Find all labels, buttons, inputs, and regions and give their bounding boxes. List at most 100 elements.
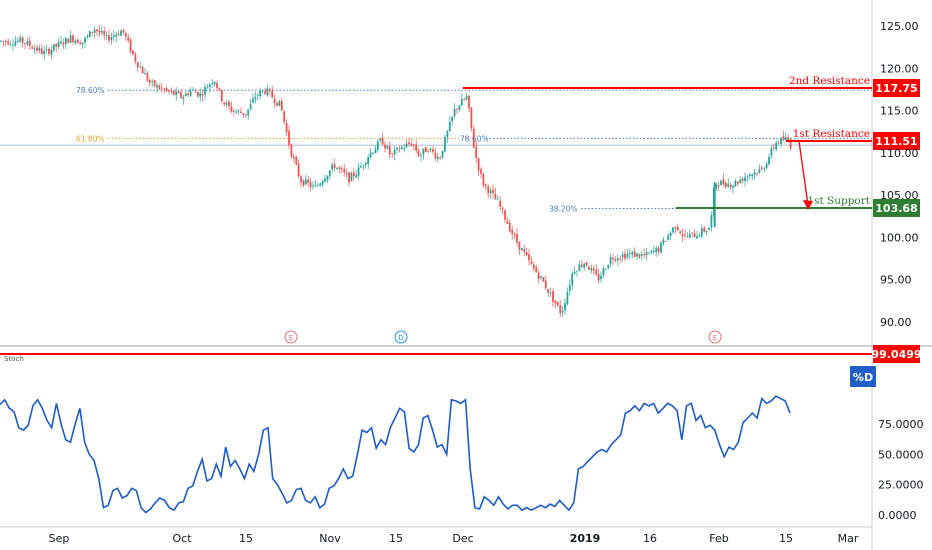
candle-body [367,157,370,164]
candle-body [240,111,242,114]
candle-body [357,167,360,176]
candle-body [292,156,295,159]
candle-body [331,164,334,170]
candle-body [470,107,473,128]
candle [588,264,590,270]
candle [590,264,593,274]
earnings-marker[interactable]: E [708,330,722,344]
candle [429,148,432,153]
candle [672,226,674,235]
candle-body [345,172,348,174]
candle [86,34,89,40]
dividend-marker[interactable]: D [394,330,408,344]
candle-body [463,99,466,101]
candle [331,162,334,173]
candle-body [688,233,691,238]
candle-body [211,83,214,85]
level-price-value: 117.75 [875,82,917,95]
candle-body [780,137,782,145]
candle-body [360,166,362,168]
candle [146,71,149,82]
candle-body [475,146,478,159]
candle [110,32,113,45]
stoch-legend-badge[interactable] [850,366,876,387]
candle-body [770,148,773,156]
candle-body [50,49,53,55]
candle-body [523,248,526,252]
candle [180,90,182,100]
candle [763,166,766,172]
candle-body [302,180,305,186]
candle-body [717,185,720,187]
candle [643,248,646,259]
candle-body [376,141,379,150]
candle-body [554,300,557,304]
candle [237,109,240,115]
candle-body [256,94,259,96]
candle [645,247,648,261]
event-marker-letter: E [713,334,717,342]
candle-body [604,269,607,271]
price-axis-tick: 110.00 [880,147,919,160]
time-axis-tick: Feb [709,532,728,545]
candle-body [340,168,343,170]
candle-body [76,39,79,44]
candle [470,107,473,132]
candle [544,275,547,290]
candle-body [626,253,629,258]
candle [369,148,372,159]
candle [115,31,118,43]
candle-body [427,151,430,152]
candle-body [588,266,590,270]
candle [96,28,98,37]
stoch-d-line [0,395,791,514]
candle-body [756,173,758,175]
candle [633,247,636,258]
candle [477,157,480,176]
candle [14,35,17,47]
candle [76,38,79,44]
candle-body [45,48,48,50]
candle-body [736,181,739,184]
earnings-marker[interactable]: E [284,330,298,344]
candle [496,195,499,201]
candle [691,232,694,238]
candle [559,299,562,318]
time-axis-tick: Oct [172,532,192,545]
candle [448,116,451,132]
candle [698,232,701,238]
candle [326,175,329,184]
candle-body [705,230,708,232]
candle [681,228,684,242]
candle [84,35,86,49]
candle-body [184,93,187,97]
candle [564,298,566,315]
candle-body [580,264,583,267]
candle [561,306,564,317]
fib-level-label: 38.20% [549,205,578,214]
candle-body [7,41,10,45]
candle-body [448,121,451,132]
candle-body [648,252,650,254]
candle [192,86,194,91]
candle-body [708,228,710,231]
candle-body [247,109,250,116]
candle [381,132,384,145]
candle [684,229,686,240]
candle-body [57,42,60,47]
candle-body [336,167,338,169]
candle-body [660,242,662,253]
candle [266,84,269,97]
candle [136,61,139,72]
candle-body [249,103,252,110]
candle [45,44,48,54]
candle-body [552,291,554,302]
candle [552,288,554,308]
candle-body [148,79,151,83]
candle-body [614,259,617,261]
candle-body [19,37,22,42]
candle [307,176,310,188]
candle [283,110,286,125]
candle-body [600,275,602,280]
stoch-title: Stoch [4,355,24,363]
